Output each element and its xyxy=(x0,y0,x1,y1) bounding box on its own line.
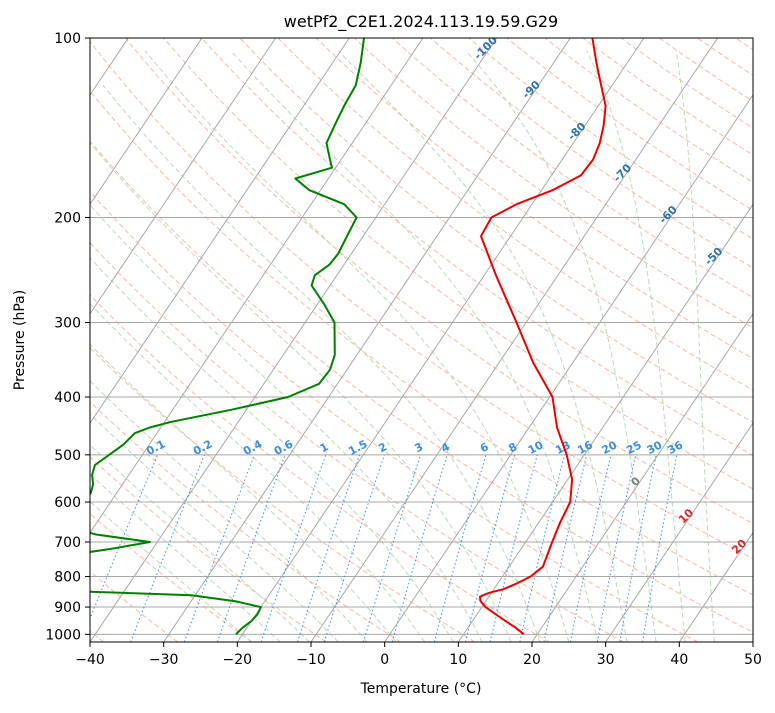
isotherm xyxy=(606,38,775,642)
moist-adiabat xyxy=(103,85,540,642)
dry-adiabat xyxy=(316,38,775,642)
mixing-ratio-label: 6 xyxy=(478,440,491,455)
mixing-ratio-label: 30 xyxy=(645,438,665,457)
moist-adiabat xyxy=(466,51,656,642)
y-tick-label: 200 xyxy=(54,211,81,227)
mixing-ratio-line xyxy=(298,455,360,642)
mixing-ratio-line xyxy=(597,455,635,642)
mixing-ratio-line xyxy=(434,455,486,642)
y-tick-label: 900 xyxy=(54,600,81,616)
frost-point-label: -60 xyxy=(657,203,680,226)
chart-title: wetPf2_C2E1.2024.113.19.59.G29 xyxy=(284,12,558,32)
plot-frame xyxy=(90,38,753,642)
y-axis: 1000 900 800 700 600 500 400 300 200 100 xyxy=(45,31,90,643)
x-tick-label: −20 xyxy=(223,652,253,668)
mixing-ratio-line xyxy=(465,455,514,642)
isotherm xyxy=(16,38,423,642)
frost-point-label: -90 xyxy=(520,78,543,101)
x-tick-label: −30 xyxy=(149,652,179,668)
y-tick-label: 300 xyxy=(54,316,81,332)
dry-adiabat xyxy=(583,38,775,642)
moist-adiabat-label: 20 xyxy=(729,537,749,557)
isotherm xyxy=(0,38,202,642)
y-tick-label: 700 xyxy=(54,535,81,551)
x-tick-label: −40 xyxy=(75,652,105,668)
mixing-ratio-line xyxy=(392,455,447,642)
y-tick-label: 1000 xyxy=(45,627,81,643)
x-tick-label: 0 xyxy=(380,652,389,668)
mixing-ratio-line xyxy=(131,455,205,642)
x-tick-label: 10 xyxy=(449,652,467,668)
y-tick-label: 100 xyxy=(54,31,81,47)
moist-adiabat-label: 0 xyxy=(628,474,643,489)
dry-adiabat xyxy=(278,38,775,642)
isotherm xyxy=(311,38,718,642)
y-tick-label: 500 xyxy=(54,448,81,464)
x-tick-label: 40 xyxy=(670,652,688,668)
moist-adiabat xyxy=(231,51,598,642)
isotherm xyxy=(0,38,349,642)
frost-point-label: -80 xyxy=(565,120,588,143)
moist-adiabat xyxy=(0,280,338,642)
mixing-ratio-label: 16 xyxy=(575,438,595,457)
mixing-ratio-line xyxy=(363,455,420,642)
frost-point-label: -40 xyxy=(748,286,771,309)
y-tick-label: 800 xyxy=(54,570,81,586)
x-tick-label: −10 xyxy=(296,652,326,668)
x-axis: −40 −30 −20 −10 0 10 20 30 40 50 xyxy=(75,642,762,668)
moist-adiabat-label: 10 xyxy=(676,506,696,526)
x-tick-label: 30 xyxy=(597,652,615,668)
mixing-ratio-label: 10 xyxy=(526,438,546,457)
mixing-ratio-label: 20 xyxy=(600,438,620,457)
x-tick-label: 50 xyxy=(744,652,762,668)
mixing-ratio-line xyxy=(643,455,677,642)
isotherm xyxy=(458,38,775,642)
mixing-ratio-label: 3 xyxy=(412,440,425,455)
isotherm xyxy=(0,38,276,642)
mixing-ratio-label: 1 xyxy=(318,440,331,455)
moist-adiabat xyxy=(0,300,309,642)
mixing-ratio-line xyxy=(520,455,565,642)
moist-adiabat xyxy=(76,125,512,642)
dry-adiabat xyxy=(0,38,326,642)
dry-adiabat xyxy=(240,38,775,642)
isotherm xyxy=(164,38,571,642)
isotherm xyxy=(679,38,775,642)
frost-point-label: -50 xyxy=(702,245,725,268)
isotherm xyxy=(90,38,497,642)
mixing-ratio-label: 13 xyxy=(553,438,573,457)
dry-adiabat xyxy=(0,38,401,642)
mixing-ratio-line xyxy=(570,455,611,642)
mixing-ratio-line xyxy=(490,455,537,642)
isotherm xyxy=(753,38,775,642)
mixing-ratio-line xyxy=(324,455,384,642)
x-tick-label: 20 xyxy=(523,652,541,668)
dry-adiabat xyxy=(164,38,775,642)
y-axis-label: Pressure (hPa) xyxy=(12,290,28,390)
mixing-ratio-label: 4 xyxy=(439,440,452,455)
dry-adiabat xyxy=(125,38,775,642)
y-tick-label: 600 xyxy=(54,495,81,511)
y-tick-label: 400 xyxy=(54,390,81,406)
x-axis-label: Temperature (°C) xyxy=(360,681,482,697)
background-grid xyxy=(0,38,775,642)
moist-adiabat xyxy=(676,51,714,642)
